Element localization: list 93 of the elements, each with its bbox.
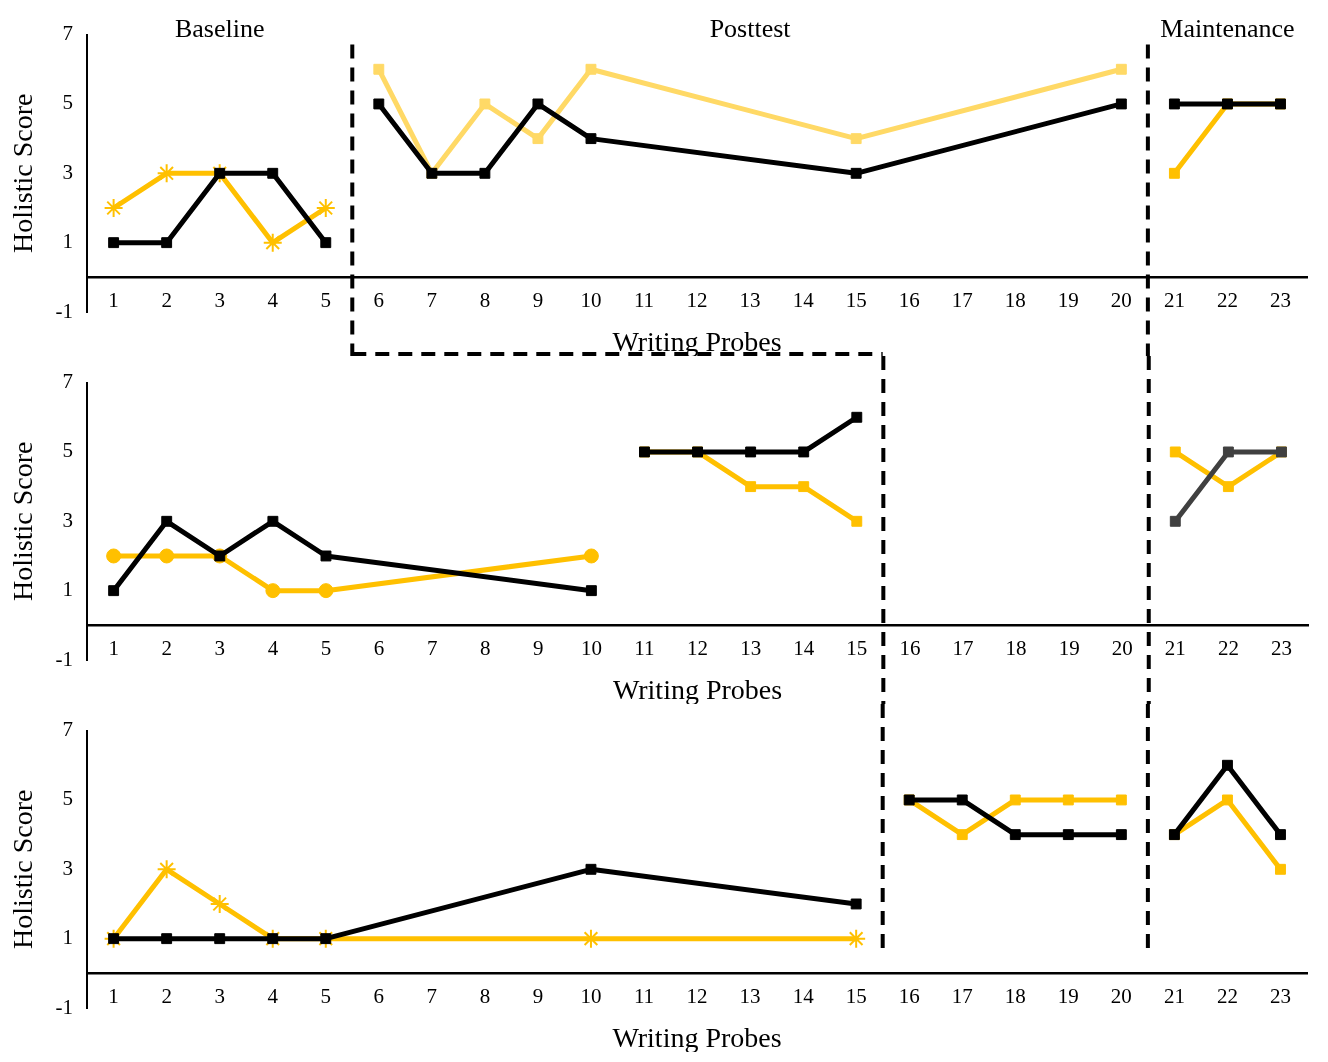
x-tick-label: 11 bbox=[633, 984, 655, 1009]
x-tick-label: 2 bbox=[161, 984, 172, 1009]
x-tick-label: 4 bbox=[267, 984, 279, 1009]
x-tick-label: 1 bbox=[108, 636, 119, 661]
x-axis-title: Writing Probes bbox=[612, 325, 782, 357]
y-tick-label: 1 bbox=[62, 229, 74, 254]
x-tick-label: 17 bbox=[952, 636, 974, 661]
x-tick-label: 16 bbox=[899, 636, 921, 661]
x-tick-label: 18 bbox=[1005, 636, 1027, 661]
y-tick-label: 7 bbox=[62, 369, 74, 394]
x-tick-label: 17 bbox=[951, 288, 973, 313]
x-tick-label: 14 bbox=[792, 984, 815, 1009]
x-tick-label: 10 bbox=[580, 288, 602, 313]
annotation: Maintenance bbox=[1160, 14, 1295, 44]
x-axis-title: Writing Probes bbox=[612, 673, 783, 705]
y-tick-label: 3 bbox=[62, 159, 74, 184]
x-tick-label: 14 bbox=[793, 636, 815, 661]
x-tick-label: 20 bbox=[1110, 288, 1132, 313]
x-tick-label: 20 bbox=[1111, 636, 1133, 661]
x-tick-label: 20 bbox=[1110, 984, 1132, 1009]
x-tick-label: 6 bbox=[373, 288, 385, 313]
x-tick-label: 16 bbox=[898, 288, 920, 313]
y-axis-title: Holistic Score bbox=[7, 93, 39, 254]
x-tick-label: 4 bbox=[267, 636, 279, 661]
x-tick-label: 10 bbox=[580, 636, 602, 661]
x-tick-label: 11 bbox=[633, 288, 655, 313]
x-tick-label: 23 bbox=[1269, 984, 1291, 1009]
y-tick-label: 1 bbox=[62, 577, 74, 602]
x-tick-label: 9 bbox=[533, 636, 544, 661]
x-tick-label: 14 bbox=[792, 288, 815, 313]
x-tick-label: 9 bbox=[532, 288, 544, 313]
x-tick-label: 17 bbox=[951, 984, 973, 1009]
y-axis-title: Holistic Score bbox=[7, 441, 39, 602]
y-tick-label: 5 bbox=[62, 90, 74, 115]
x-tick-label: 18 bbox=[1004, 288, 1026, 313]
x-tick-label: 13 bbox=[740, 636, 762, 661]
x-tick-label: 12 bbox=[687, 636, 709, 661]
x-tick-label: 15 bbox=[845, 984, 867, 1009]
x-tick-label: 11 bbox=[634, 636, 655, 661]
x-tick-label: 8 bbox=[479, 288, 491, 313]
x-tick-label: 19 bbox=[1057, 288, 1079, 313]
x-tick-label: 5 bbox=[320, 636, 332, 661]
x-tick-label: 13 bbox=[739, 288, 761, 313]
x-axis-title: Writing Probes bbox=[612, 1021, 782, 1053]
x-tick-label: 6 bbox=[373, 636, 385, 661]
x-tick-label: 16 bbox=[898, 984, 920, 1009]
x-tick-label: 3 bbox=[214, 636, 226, 661]
x-tick-label: 5 bbox=[320, 288, 332, 313]
x-tick-label: 21 bbox=[1163, 984, 1185, 1009]
x-tick-label: 2 bbox=[161, 636, 172, 661]
x-tick-label: 4 bbox=[267, 288, 279, 313]
y-tick-label: -1 bbox=[55, 646, 74, 671]
x-tick-label: 9 bbox=[532, 984, 544, 1009]
annotation: Baseline bbox=[174, 14, 265, 44]
x-tick-label: 19 bbox=[1058, 636, 1080, 661]
x-tick-label: 13 bbox=[739, 984, 761, 1009]
y-tick-label: 3 bbox=[62, 855, 74, 880]
x-tick-label: 8 bbox=[479, 636, 491, 661]
x-tick-label: 12 bbox=[686, 984, 708, 1009]
x-tick-label: 8 bbox=[479, 984, 491, 1009]
x-tick-label: 3 bbox=[214, 984, 225, 1009]
y-axis-title: Holistic Score bbox=[7, 789, 39, 950]
x-tick-label: 23 bbox=[1270, 636, 1292, 661]
y-tick-label: 3 bbox=[62, 507, 74, 532]
x-tick-label: 21 bbox=[1164, 636, 1186, 661]
x-tick-label: 2 bbox=[161, 288, 172, 313]
y-tick-label: -1 bbox=[55, 298, 74, 323]
x-tick-label: 18 bbox=[1004, 984, 1026, 1009]
x-tick-label: 23 bbox=[1269, 288, 1291, 313]
x-tick-label: 10 bbox=[580, 984, 602, 1009]
x-tick-label: 15 bbox=[845, 288, 867, 313]
x-tick-label: 1 bbox=[108, 984, 119, 1009]
x-tick-label: 1 bbox=[108, 288, 119, 313]
x-tick-label: 22 bbox=[1216, 288, 1238, 313]
y-tick-label: 5 bbox=[62, 786, 74, 811]
annotation: Posttest bbox=[709, 14, 792, 44]
y-tick-label: 7 bbox=[62, 717, 74, 742]
x-tick-label: 7 bbox=[426, 288, 438, 313]
x-tick-label: 7 bbox=[426, 984, 438, 1009]
x-tick-label: 5 bbox=[320, 984, 332, 1009]
x-tick-label: 6 bbox=[373, 984, 385, 1009]
x-tick-label: 12 bbox=[686, 288, 708, 313]
y-tick-label: -1 bbox=[55, 994, 74, 1019]
x-tick-label: 3 bbox=[214, 288, 225, 313]
x-tick-label: 19 bbox=[1057, 984, 1079, 1009]
y-tick-label: 1 bbox=[62, 925, 74, 950]
x-tick-label: 22 bbox=[1217, 636, 1239, 661]
x-tick-label: 22 bbox=[1216, 984, 1238, 1009]
x-tick-label: 21 bbox=[1163, 288, 1185, 313]
y-tick-label: 5 bbox=[62, 438, 74, 463]
x-tick-label: 7 bbox=[426, 636, 438, 661]
x-tick-label: 15 bbox=[846, 636, 868, 661]
y-tick-label: 7 bbox=[62, 21, 74, 46]
